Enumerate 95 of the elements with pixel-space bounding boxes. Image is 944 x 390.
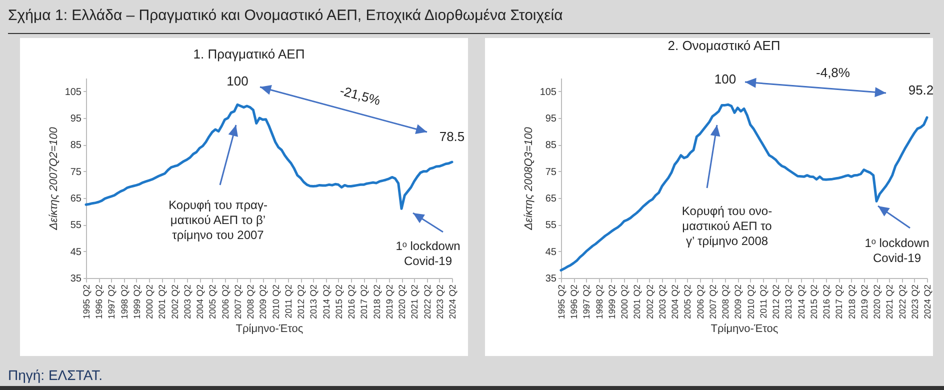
y-tick-label: 65 <box>70 194 82 204</box>
x-tick-label: 2022 Q2 <box>422 284 432 320</box>
y-tick-label: 95 <box>70 114 82 124</box>
text: Σχήμα 1: Ελλάδα – Πραγματικό και Ονομαστικό ΑΕΠ, Εποχικά Διορθωμένα Στοιχεία <box>8 7 563 24</box>
x-tick-label: 2015 Q2 <box>808 284 819 320</box>
y-tick-label: 75 <box>545 166 557 178</box>
x-tick-label: 2000 Q2 <box>144 284 155 320</box>
y-tick-label: 35 <box>70 274 82 284</box>
x-tick-label: 2015 Q2 <box>334 284 344 320</box>
x-tick-label: 2001 Q2 <box>157 284 168 320</box>
y-tick-label: 65 <box>545 194 557 204</box>
x-tick-label: 2006 Q2 <box>220 284 230 320</box>
x-tick-label: 2012 Q2 <box>771 284 782 320</box>
x-tick-label: 2008 Q2 <box>720 284 731 320</box>
annotation: 1ᵒ lockdown Covid-19 <box>864 236 930 265</box>
x-tick-label: 2001 Q2 <box>632 284 642 320</box>
y-tick-label: 45 <box>70 246 82 258</box>
x-tick-label: 2014 Q2 <box>321 284 332 320</box>
x-tick-label: 2006 Q2 <box>695 284 706 320</box>
x-tick-label: 2013 Q2 <box>784 284 794 320</box>
text: Πηγή: ΕΛΣΤΑΤ. <box>8 367 103 383</box>
x-tick-label: 2019 Q2 <box>384 284 394 320</box>
y-axis-title: Δείκτης 2007Q2=100 <box>48 126 60 231</box>
y-tick-label: 75 <box>70 166 82 178</box>
x-tick-label: 2020 Q2 <box>397 284 408 320</box>
x-tick-label: 2002 Q2 <box>644 284 655 320</box>
x-tick-label: 1998 Q2 <box>119 284 130 320</box>
x-tick-label: 2020 Q2 <box>872 284 882 320</box>
x-tick-label: 2016 Q2 <box>346 284 357 320</box>
x-tick-label: 2014 Q2 <box>796 284 806 320</box>
x-tick-label: 2010 Q2 <box>746 284 756 320</box>
x-axis-title: Τρίμηνο-Έτος <box>236 323 304 336</box>
x-tick-label: 1996 Q2 <box>569 284 580 320</box>
x-tick-label: 2023 Q2 <box>910 284 920 320</box>
x-tick-label: 2021 Q2 <box>884 284 895 320</box>
x-tick-label: 2007 Q2 <box>708 284 718 320</box>
annotation: 78.5 <box>439 129 465 144</box>
x-tick-label: 2004 Q2 <box>670 284 680 320</box>
x-tick-label: 2021 Q2 <box>410 284 420 320</box>
annotation: Κορυφή του πραγ- ματικού ΑΕΠ το β’ τρίμηνο του 2007 <box>168 198 268 242</box>
x-tick-label: 1997 Q2 <box>582 284 592 320</box>
x-tick-label: 2007 Q2 <box>232 284 243 320</box>
chart-title: 1. Πραγματικό ΑΕΠ <box>193 46 305 62</box>
x-tick-label: 2024 Q2 <box>448 284 458 320</box>
annotation: 95.2 <box>908 82 934 98</box>
annotation: Κορυφή του ονο- μαστικού ΑΕΠ το γ’ τρίμηνο 2008 <box>682 204 772 248</box>
x-tick-label: 2018 Q2 <box>846 284 857 320</box>
y-tick-label: 105 <box>540 86 557 98</box>
y-tick-label: 95 <box>545 114 557 124</box>
x-tick-label: 2003 Q2 <box>657 284 668 320</box>
y-axis-title: Δείκτης 2008Q3=100 <box>522 126 535 231</box>
y-tick-label: 55 <box>545 220 557 232</box>
x-tick-label: 2009 Q2 <box>258 284 268 320</box>
y-tick-label: 85 <box>545 140 557 152</box>
x-tick-label: 2011 Q2 <box>283 284 294 318</box>
x-tick-label: 2011 Q2 <box>758 284 768 318</box>
x-tick-label: 2017 Q2 <box>359 284 370 320</box>
y-tick-label: 105 <box>64 86 82 98</box>
x-tick-label: 2000 Q2 <box>620 284 630 320</box>
annotation: -4,8% <box>816 65 850 80</box>
x-tick-label: 1995 Q2 <box>82 284 92 320</box>
x-tick-label: 2017 Q2 <box>834 284 844 320</box>
annotation: 100 <box>226 74 248 89</box>
x-tick-label: 2023 Q2 <box>434 284 445 320</box>
x-tick-label: 2019 Q2 <box>859 284 870 320</box>
y-tick-label: 55 <box>70 220 82 232</box>
x-tick-label: 2024 Q2 <box>922 284 932 320</box>
x-tick-label: 2016 Q2 <box>822 284 832 320</box>
y-tick-label: 45 <box>545 246 557 258</box>
y-tick-label: 85 <box>70 140 82 152</box>
x-tick-label: 1997 Q2 <box>106 284 117 320</box>
chart-title: 2. Ονομαστικό ΑΕΠ <box>668 38 780 53</box>
x-tick-label: 2012 Q2 <box>296 284 306 320</box>
x-tick-label: 1995 Q2 <box>556 284 566 320</box>
x-tick-label: 2005 Q2 <box>208 284 218 320</box>
x-tick-label: 2002 Q2 <box>170 284 180 320</box>
x-tick-label: 2010 Q2 <box>270 284 281 320</box>
line-series <box>560 103 928 272</box>
y-tick-label: 35 <box>545 274 557 284</box>
x-tick-label: 2005 Q2 <box>682 284 693 320</box>
x-tick-label: 1999 Q2 <box>606 284 617 320</box>
x-tick-label: 1999 Q2 <box>132 284 142 320</box>
x-tick-label: 2009 Q2 <box>733 284 744 320</box>
annotation: 100 <box>714 72 736 87</box>
x-tick-label: 1996 Q2 <box>94 284 104 320</box>
x-axis-title: Τρίμηνο-Έτος <box>710 323 778 336</box>
x-tick-label: 2022 Q2 <box>897 284 908 320</box>
x-tick-label: 1998 Q2 <box>594 284 604 320</box>
x-tick-label: 2018 Q2 <box>372 284 382 320</box>
x-tick-label: 2003 Q2 <box>182 284 192 320</box>
annotation: 1ᵒ lockdown Covid-19 <box>396 239 460 268</box>
annotation: -21,5% <box>338 82 382 108</box>
x-tick-label: 2004 Q2 <box>195 284 206 320</box>
x-tick-label: 2008 Q2 <box>246 284 256 320</box>
x-tick-label: 2013 Q2 <box>308 284 319 320</box>
